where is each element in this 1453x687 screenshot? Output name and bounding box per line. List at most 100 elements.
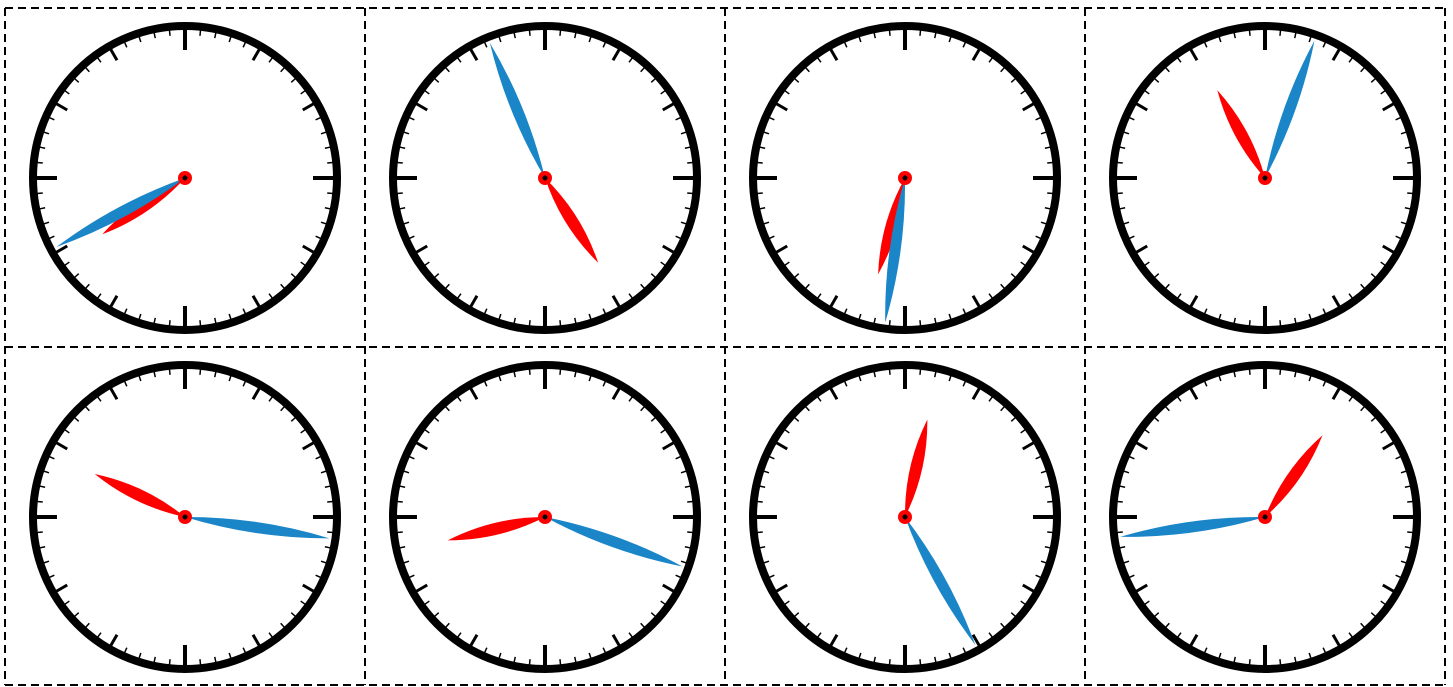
clock-tick [888, 320, 891, 328]
clock-tick [1400, 221, 1408, 226]
clock-tick [1143, 428, 1150, 434]
clock-tick [228, 374, 233, 382]
clock-tick [228, 313, 233, 321]
clock-tick [1143, 600, 1150, 606]
clock-tick [497, 313, 502, 321]
clock-tick [199, 367, 202, 375]
clock-tick [873, 370, 877, 378]
clock-tick [662, 440, 676, 451]
clock-tick [559, 659, 562, 667]
clock-tick [1203, 40, 1208, 48]
clock-tick [1395, 455, 1403, 460]
clock-tick [73, 612, 80, 618]
clock-tick [628, 56, 634, 63]
clock-tick [108, 47, 119, 61]
clock-tick [948, 35, 953, 43]
clock-tick [1115, 161, 1123, 164]
clock-tick [153, 370, 157, 378]
clock-tick [1404, 146, 1412, 150]
clock-tick [602, 379, 607, 387]
clock-tick [444, 405, 450, 412]
clock-tick [268, 395, 274, 402]
clock-tick [804, 405, 810, 412]
clock-tick [324, 485, 332, 489]
clock-tick [398, 485, 406, 489]
clock-tick [611, 386, 622, 400]
clock-tick [1188, 295, 1199, 309]
clock-tick [251, 634, 262, 648]
clock-tick [1047, 192, 1055, 195]
clock-tick [1233, 656, 1237, 664]
clock-tick [1176, 395, 1182, 402]
clock-tick [302, 244, 316, 255]
clock-tick [1407, 531, 1415, 534]
hour-hand [447, 517, 545, 541]
clock-tick [1164, 405, 1170, 412]
clock-tick [1217, 374, 1222, 382]
clock-tick [1176, 293, 1182, 300]
clock-tick [1380, 89, 1387, 95]
grid-lines [4, 7, 1446, 686]
clock-tick [528, 28, 531, 36]
clock-tick [1044, 485, 1052, 489]
clock-tick [268, 293, 274, 300]
clock-tick [559, 320, 562, 328]
clock-tick [47, 116, 55, 121]
clock-tick [680, 130, 688, 135]
clock-tick [513, 317, 517, 325]
clock-tick [54, 440, 68, 451]
clock-tick [1360, 405, 1366, 412]
clock-tick [96, 395, 102, 402]
clock-tick [456, 395, 462, 402]
clock-tick [611, 634, 622, 648]
clock-6 [389, 361, 701, 673]
clock-tick [971, 634, 982, 648]
clock-tick [1382, 583, 1396, 594]
clock-tick [1400, 469, 1408, 474]
clock-tick [315, 116, 323, 121]
clock-tick [650, 77, 657, 83]
clock-tick [73, 77, 80, 83]
minute-hand [1265, 40, 1315, 178]
clock-tick [767, 574, 775, 579]
clock-tick [398, 146, 406, 150]
clock-tick [320, 221, 328, 226]
clock-tick [1047, 531, 1055, 534]
clock-tick [213, 317, 217, 325]
clock-tick [168, 659, 171, 667]
clock-tick [640, 622, 646, 629]
clock-tick [213, 656, 217, 664]
clock-tick [675, 574, 683, 579]
clock-tick [38, 545, 46, 549]
clock-tick [423, 89, 430, 95]
clock-tick [684, 485, 692, 489]
clock-tick [423, 600, 430, 606]
clock-tick [228, 35, 233, 43]
clock-tick [1022, 101, 1036, 112]
clock-tick [1127, 116, 1135, 121]
clock-tick [687, 531, 695, 534]
clock-tick [804, 283, 810, 290]
clock-tick [684, 146, 692, 150]
clock-tick [755, 192, 763, 195]
clock-tick [640, 66, 646, 73]
clock-tick [988, 632, 994, 639]
clock-tick [573, 31, 577, 39]
clock-tick [123, 308, 128, 316]
clock-tick [843, 379, 848, 387]
clock-tick [1308, 35, 1313, 43]
clock-tick [251, 295, 262, 309]
clock-tick [168, 320, 171, 328]
clock-tick [407, 116, 415, 121]
clock-4 [1109, 22, 1421, 334]
clock-tick [588, 374, 593, 382]
clock-tick [684, 545, 692, 549]
clock-tick [762, 130, 770, 135]
clock-tick [684, 206, 692, 210]
clock-tick [84, 66, 90, 73]
clock-tick [327, 531, 335, 534]
clock-tick [1407, 192, 1415, 195]
clock-tick [324, 545, 332, 549]
clock-tick [1293, 370, 1297, 378]
clock-tick [433, 77, 440, 83]
